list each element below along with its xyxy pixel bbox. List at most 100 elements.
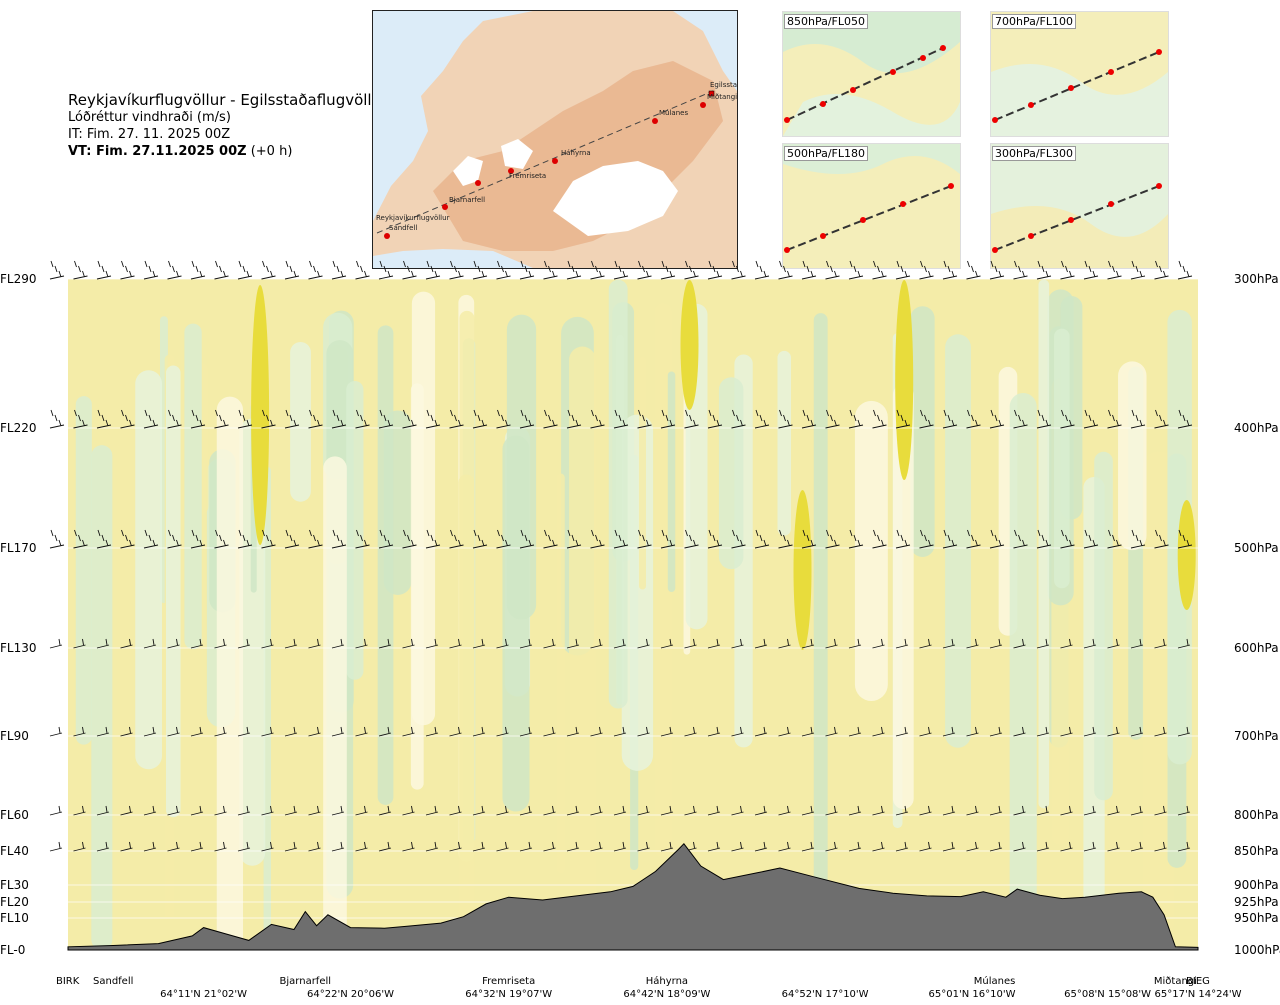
wind-barb: [1154, 805, 1167, 816]
wind-barb: [214, 805, 227, 816]
field-streak: [1038, 279, 1050, 809]
coordinate-tick-label: 65°01'N 16°10'W: [928, 989, 1016, 1000]
wind-barb: [731, 726, 744, 737]
wind-barb: [590, 726, 603, 737]
wind-barb: [1154, 726, 1167, 737]
wind-barb: [942, 409, 958, 429]
wind-barb: [660, 529, 676, 549]
wind-barb: [449, 805, 462, 816]
field-streak: [569, 346, 596, 916]
wind-barb: [519, 260, 535, 280]
coordinate-tick-label: 64°52'N 17°10'W: [781, 989, 869, 1000]
wind-barb: [167, 409, 182, 429]
wind-barb: [872, 726, 885, 737]
wind-barb: [1036, 529, 1052, 549]
wind-barb: [707, 726, 721, 737]
field-streak: [718, 377, 744, 570]
wind-barb: [167, 638, 180, 649]
wind-barb: [1083, 841, 1097, 852]
wind-barb: [190, 638, 204, 649]
wind-barb: [872, 409, 887, 429]
wind-barb: [378, 805, 392, 816]
wind-barb: [237, 260, 253, 280]
wind-barb: [1154, 638, 1167, 649]
wind-barb: [1083, 409, 1099, 429]
coordinate-tick-label: 65°17'N 14°24'W: [1154, 989, 1242, 1000]
title-block: Reykjavíkurflugvöllur - Egilsstaðaflugvö…: [68, 92, 387, 160]
field-streak: [346, 380, 364, 680]
field-streak: [667, 371, 676, 593]
fl-tick-label: FL290: [0, 272, 37, 286]
wind-barb: [1177, 409, 1193, 429]
wind-barb: [472, 409, 488, 429]
wind-barb: [214, 260, 229, 280]
wind-barb: [919, 841, 932, 852]
wind-barb: [143, 726, 157, 737]
wind-barb: [190, 529, 206, 549]
wind-barb: [378, 409, 394, 429]
fl-tick-label: FL40: [0, 844, 29, 858]
wind-barb: [1036, 409, 1052, 429]
wind-barb: [378, 841, 392, 852]
wind-barb: [1154, 841, 1167, 852]
wind-barb: [1013, 726, 1026, 737]
wind-barb: [425, 529, 441, 549]
hpa-tick-label: 900hPa: [1234, 878, 1279, 892]
wind-barb: [731, 841, 744, 852]
wind-barb: [96, 638, 110, 649]
wind-barb: [73, 638, 86, 649]
wind-barb: [566, 409, 582, 429]
wind-barb: [519, 726, 533, 737]
wind-barb: [825, 841, 838, 852]
field-streak: [854, 400, 888, 701]
wind-barb: [707, 638, 721, 649]
wind-barb: [284, 638, 298, 649]
wind-barb: [942, 529, 958, 549]
wind-barb: [96, 529, 112, 549]
fl-tick-label: FL-0: [0, 943, 26, 957]
wind-barb: [308, 841, 321, 852]
wind-barb: [190, 841, 204, 852]
wind-barb: [449, 726, 462, 737]
wind-barb: [637, 260, 652, 280]
wind-barb: [989, 260, 1005, 280]
wind-barb: [308, 409, 323, 429]
wind-barb: [801, 841, 815, 852]
wind-barb: [425, 638, 439, 649]
field-streak: [135, 370, 163, 770]
wind-barb: [1177, 638, 1191, 649]
wind-barb: [1036, 726, 1050, 737]
map-label-hahyrna: Háhyrna: [561, 149, 591, 157]
wind-barb: [73, 529, 88, 549]
wind-barb: [237, 638, 251, 649]
wind-barb: [472, 726, 486, 737]
wind-barb: [895, 841, 909, 852]
wind-barb: [966, 841, 979, 852]
wind-barb: [637, 529, 652, 549]
wind-barb: [284, 260, 300, 280]
level-map-700-svg: [991, 12, 1168, 136]
wind-barb: [1060, 726, 1073, 737]
wind-barb: [590, 841, 603, 852]
wind-barb: [1130, 260, 1146, 280]
wind-barb: [684, 726, 697, 737]
wind-barb: [120, 726, 133, 737]
map-label-sandfell: Sandfell: [389, 224, 417, 232]
wind-barb: [825, 726, 838, 737]
route-map: Reykjavíkurflugvöllur Sandfell Bjarnarfe…: [372, 10, 738, 269]
wind-barb: [331, 726, 345, 737]
wind-barb: [825, 529, 840, 549]
level-map-850: 850hPa/FL050: [782, 11, 961, 137]
wind-barb: [496, 726, 509, 737]
wind-barb: [1154, 529, 1169, 549]
wind-barb: [1036, 841, 1050, 852]
wind-barb: [919, 805, 932, 816]
wind-barb: [261, 260, 276, 280]
wind-barb: [543, 726, 556, 737]
level-map-300-svg: [991, 144, 1168, 268]
wind-barb: [496, 841, 509, 852]
wind-barb: [754, 841, 768, 852]
wind-barb: [237, 529, 253, 549]
wind-barb: [1154, 260, 1169, 280]
wind-barb: [167, 841, 180, 852]
